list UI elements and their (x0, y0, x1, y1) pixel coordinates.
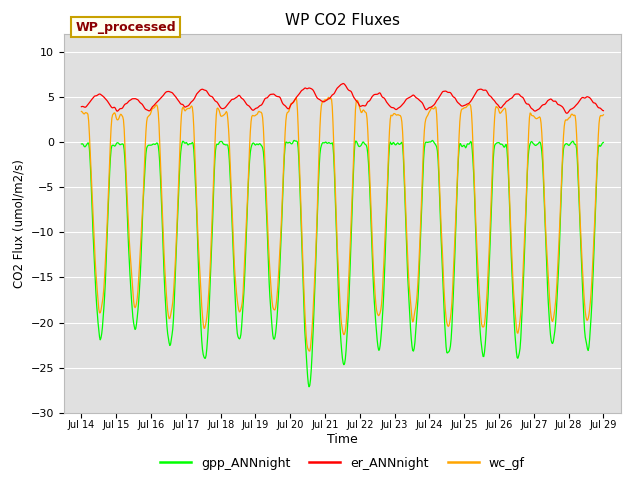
Y-axis label: CO2 Flux (umol/m2/s): CO2 Flux (umol/m2/s) (12, 159, 25, 288)
Text: WP_processed: WP_processed (75, 21, 176, 34)
Line: wc_gf: wc_gf (81, 97, 604, 351)
Line: gpp_ANNnight: gpp_ANNnight (81, 141, 604, 387)
Line: er_ANNnight: er_ANNnight (81, 84, 604, 113)
X-axis label: Time: Time (327, 433, 358, 446)
Legend: gpp_ANNnight, er_ANNnight, wc_gf: gpp_ANNnight, er_ANNnight, wc_gf (155, 452, 530, 475)
Title: WP CO2 Fluxes: WP CO2 Fluxes (285, 13, 400, 28)
